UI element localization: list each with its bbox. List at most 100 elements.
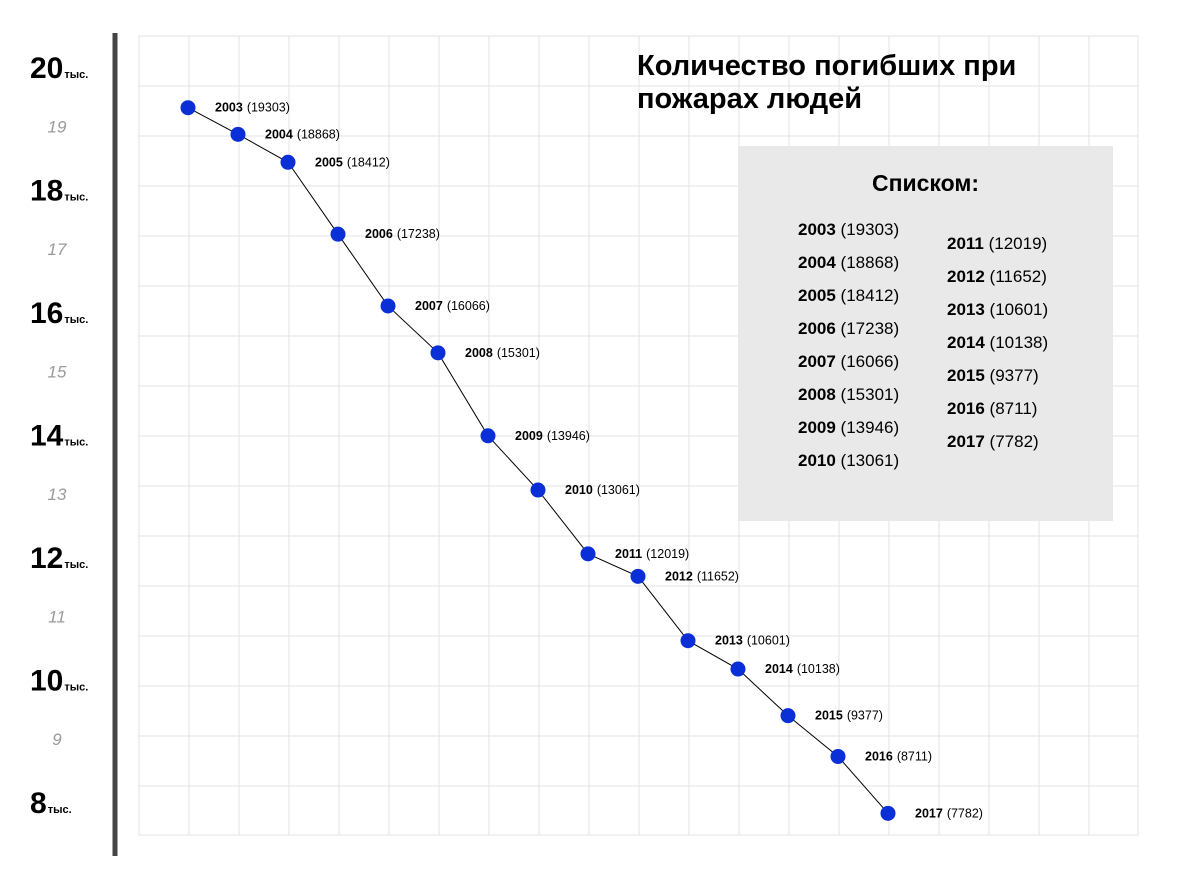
- list-item-year: 2009: [798, 418, 836, 437]
- list-item-value: (13946): [835, 418, 900, 437]
- point-labels: 2003 (19303)2004 (18868)2005 (18412)2006 (17…: [215, 101, 983, 821]
- point-label-year: 2017: [915, 806, 943, 820]
- point-label-year: 2005: [315, 155, 343, 169]
- point-label: 2010 (13061): [565, 483, 640, 497]
- list-item-value: (17238): [835, 319, 900, 338]
- point-label-value: (17238): [397, 227, 440, 241]
- y-tick-label-major: 8тыс.: [30, 787, 72, 820]
- list-item: 2004 (18868): [798, 251, 899, 284]
- list-item-value: (7782): [984, 432, 1039, 451]
- list-heading: Списком:: [871, 170, 980, 196]
- data-point: [830, 748, 846, 764]
- point-label-value: (18868): [297, 127, 340, 141]
- data-series: [180, 100, 896, 821]
- y-tick-label-major: 16тыс.: [30, 297, 88, 330]
- list-item-year: 2006: [798, 319, 836, 338]
- list-column-1: 2003 (19303) 2004 (18868) 2005 (18412) 2006…: [798, 218, 899, 482]
- y-tick-label-major: 18тыс.: [30, 175, 88, 208]
- y-tick-unit: тыс.: [64, 437, 88, 449]
- list-item-year: 2014: [947, 333, 985, 352]
- point-label-value: (7782): [947, 806, 983, 820]
- point-label-year: 2003: [215, 101, 243, 115]
- list-item: 2009 (13946): [798, 416, 899, 449]
- y-tick-number: 8: [30, 787, 47, 820]
- list-item-value: (10601): [984, 300, 1049, 319]
- point-label: 2003 (19303): [215, 101, 290, 115]
- data-point: [330, 226, 346, 242]
- data-point: [480, 428, 496, 444]
- y-tick-number: 18: [30, 175, 63, 208]
- y-tick-unit: тыс.: [48, 804, 72, 816]
- chart-title-line-1: Количество погибших при: [637, 50, 1017, 82]
- y-tick-unit: тыс.: [64, 192, 88, 204]
- list-item-year: 2015: [947, 366, 985, 385]
- list-item-year: 2010: [798, 451, 836, 470]
- list-item: 2006 (17238): [798, 317, 899, 350]
- point-label-value: (19303): [247, 101, 290, 115]
- list-item-value: (18412): [835, 286, 900, 305]
- point-label-value: (12019): [646, 547, 689, 561]
- list-item: 2010 (13061): [798, 449, 899, 482]
- list-item: 2016 (8711): [947, 397, 1048, 430]
- data-point: [680, 633, 696, 649]
- point-label-year: 2015: [815, 709, 843, 723]
- y-tick-label-major: 10тыс.: [30, 665, 88, 698]
- point-label-value: (16066): [447, 299, 490, 313]
- y-tick-number: 16: [30, 297, 63, 330]
- data-point: [280, 154, 296, 170]
- list-item-value: (8711): [984, 399, 1038, 418]
- point-label: 2014 (10138): [765, 662, 840, 676]
- data-point: [880, 805, 896, 821]
- point-label-year: 2016: [865, 749, 893, 763]
- y-tick-unit: тыс.: [64, 314, 88, 326]
- data-point: [530, 482, 546, 498]
- point-label-year: 2013: [715, 634, 743, 648]
- y-tick-number: 12: [30, 542, 63, 575]
- list-item-year: 2004: [798, 253, 836, 272]
- point-label-year: 2014: [765, 662, 793, 676]
- data-point: [380, 298, 396, 314]
- point-label: 2015 (9377): [815, 709, 883, 723]
- list-item-value: (15301): [835, 385, 900, 404]
- point-label-year: 2004: [265, 127, 293, 141]
- list-item-year: 2011: [947, 234, 984, 253]
- list-item-year: 2017: [947, 432, 985, 451]
- data-point: [230, 126, 246, 142]
- point-label: 2006 (17238): [365, 227, 440, 241]
- point-label-value: (15301): [497, 346, 540, 360]
- list-item-year: 2013: [947, 300, 985, 319]
- plot-frame: [138, 35, 1139, 836]
- point-label-value: (10138): [797, 662, 840, 676]
- list-item: 2005 (18412): [798, 284, 899, 317]
- point-label-value: (10601): [747, 634, 790, 648]
- point-label: 2011 (12019): [615, 547, 689, 561]
- data-point: [780, 708, 796, 724]
- point-label-value: (8711): [897, 749, 932, 763]
- list-item-year: 2016: [947, 399, 985, 418]
- point-label-year: 2008: [465, 346, 493, 360]
- list-item: 2011 (12019): [947, 232, 1048, 265]
- point-label-year: 2012: [665, 569, 693, 583]
- point-label: 2012 (11652): [665, 569, 739, 583]
- point-label-year: 2007: [415, 299, 443, 313]
- list-item-year: 2007: [798, 352, 836, 371]
- list-item-value: (19303): [835, 220, 900, 239]
- list-item-year: 2008: [798, 385, 836, 404]
- list-item: 2015 (9377): [947, 364, 1048, 397]
- list-item-year: 2005: [798, 286, 836, 305]
- y-tick-label-minor: 9: [52, 730, 62, 749]
- point-label: 2009 (13946): [515, 429, 590, 443]
- point-label-year: 2010: [565, 483, 593, 497]
- data-point: [580, 546, 596, 562]
- point-label: 2008 (15301): [465, 346, 540, 360]
- list-item-value: (9377): [984, 366, 1039, 385]
- y-tick-label-major: 14тыс.: [30, 420, 88, 453]
- point-label-value: (18412): [347, 155, 390, 169]
- chart-title: Количество погибших при пожарах людей: [637, 50, 1016, 116]
- point-label: 2004 (18868): [265, 127, 340, 141]
- point-label: 2016 (8711): [865, 749, 932, 763]
- y-tick-label-minor: 15: [48, 362, 67, 381]
- list-item: 2007 (16066): [798, 350, 899, 383]
- list-item: 2003 (19303): [798, 218, 899, 251]
- list-panel: Списком: 2003 (19303) 2004 (18868) 2005 (1…: [738, 146, 1113, 521]
